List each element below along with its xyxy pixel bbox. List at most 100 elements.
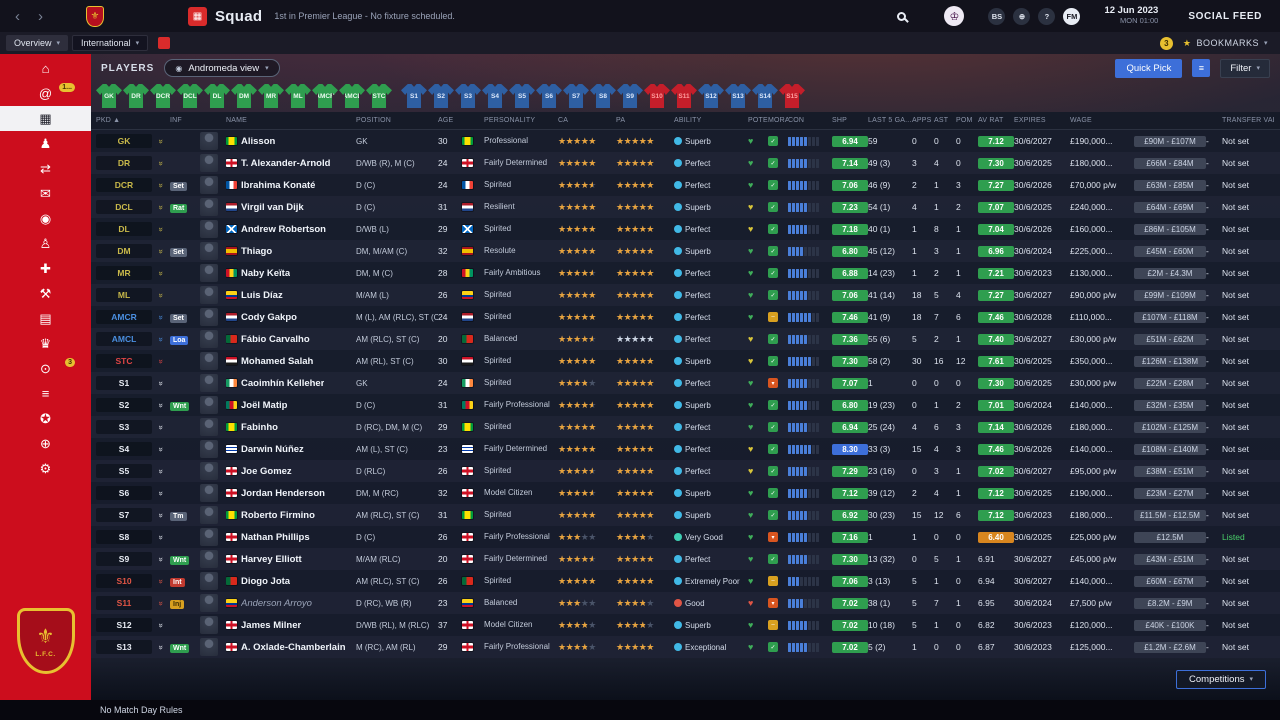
player-row[interactable]: DCR » Set Ibrahima Konaté D (C) 24 Spirited ★★★… [91,174,1280,196]
sidebar-item-home[interactable]: ⌂ [0,56,91,81]
chevron-down-icon[interactable]: » [156,270,166,276]
sidebar-item-world[interactable]: ⊕ [0,431,91,456]
picked-position-badge[interactable]: STC [96,354,152,368]
player-row[interactable]: MR » Naby Keïta DM, M (C) 28 Fairly Ambitious… [91,262,1280,284]
picked-position-badge[interactable]: S12 [96,618,152,632]
chevron-down-icon[interactable]: » [156,160,166,166]
sidebar-item-transfers[interactable]: ⇄ [0,156,91,181]
player-photo[interactable] [200,264,218,282]
jersey-s15[interactable]: S15 [779,84,805,108]
chevron-down-icon[interactable]: » [156,226,166,232]
info-tag[interactable]: Rat [170,203,188,213]
player-name-cell[interactable]: Jordan Henderson [226,488,356,499]
column-header[interactable]: PKD ▲ [96,117,121,124]
chevron-down-icon[interactable]: » [156,534,166,540]
player-row[interactable]: AMCR » Set Cody Gakpo M (L), AM (RLC), ST (C… [91,306,1280,328]
player-name-cell[interactable]: Nathan Phillips [226,532,356,543]
sidebar-item-medical-centre[interactable]: ✚ [0,256,91,281]
column-header[interactable]: WAGE [1070,117,1092,124]
sidebar-item-dev-centre[interactable]: ♙ [0,231,91,256]
player-photo[interactable] [200,286,218,304]
column-header[interactable]: ABILITY [674,117,702,124]
search-icon[interactable] [897,11,907,21]
player-row[interactable]: S9 » Wnt Harvey Elliott M/AM (RLC) 20 Fairly D… [91,548,1280,570]
player-row[interactable]: S2 » Wnt Joël Matip D (C) 31 Fairly Profession… [91,394,1280,416]
jersey-s14[interactable]: S14 [752,84,778,108]
chevron-down-icon[interactable]: » [156,622,166,628]
player-row[interactable]: DR » T. Alexander-Arnold D/WB (R), M (C) 24 F… [91,152,1280,174]
info-tag[interactable]: Inj [170,599,185,609]
player-name-cell[interactable]: T. Alexander-Arnold [226,158,356,169]
sidebar-item-data-hub[interactable]: ≡ [0,381,91,406]
premier-league-logo[interactable]: ♔ [944,6,965,26]
liverpool-crest-icon[interactable]: ⚜ [86,5,104,27]
player-photo[interactable] [200,242,218,260]
game-date[interactable]: 12 Jun 2023 MON 01:00 [1104,5,1158,26]
player-name-cell[interactable]: Caoimhín Kelleher [226,378,356,389]
player-photo[interactable] [200,220,218,238]
competitions-button[interactable]: Competitions ▾ [1176,669,1266,689]
jersey-s7[interactable]: S7 [563,84,589,108]
player-row[interactable]: S5 » Joe Gomez D (RLC) 26 Spirited ★★★★★ ★★★★★ ★… [91,460,1280,482]
column-header[interactable]: CON [788,117,805,124]
chevron-down-icon[interactable]: » [156,490,166,496]
jersey-dcl[interactable]: DCL [177,84,203,108]
player-name-cell[interactable]: Anderson Arroyo [226,598,356,609]
picked-position-badge[interactable]: MR [96,266,152,280]
picked-position-badge[interactable]: DL [96,222,152,236]
player-row[interactable]: S13 » Wnt A. Oxlade-Chamberlain M (RC), AM (… [91,636,1280,658]
chevron-down-icon[interactable]: » [156,402,166,408]
player-row[interactable]: S3 » Fabinho D (RC), DM, M (C) 29 Spirited ★★★… [91,416,1280,438]
player-name-cell[interactable]: Luis Díaz [226,290,356,301]
picked-position-badge[interactable]: S8 [96,530,152,544]
jersey-s12[interactable]: S12 [698,84,724,108]
player-name-cell[interactable]: Fábio Carvalho [226,334,356,345]
help-icon[interactable]: ? [1038,7,1056,25]
player-row[interactable]: S6 » Jordan Henderson DM, M (RC) 32 Model Cit… [91,482,1280,504]
international-dropdown[interactable]: International ▾ [72,35,149,51]
sidebar-item-scouting[interactable]: ✉ [0,181,91,206]
player-name-cell[interactable]: Fabinho [226,422,356,433]
sidebar-item-training[interactable]: ⚒ [0,281,91,306]
jersey-amcl[interactable]: AMCL [339,84,365,108]
bs-badge[interactable]: BS [988,7,1006,25]
bookmarks-button[interactable]: ★ BOOKMARKS ▾ [1183,38,1268,49]
chevron-down-icon[interactable]: » [156,424,166,430]
chevron-down-icon[interactable]: » [156,204,166,210]
player-name-cell[interactable]: Thiago [226,246,356,257]
jersey-dl[interactable]: DL [204,84,230,108]
quick-pick-menu-button[interactable]: ≡ [1192,59,1211,77]
picked-position-badge[interactable]: ML [96,288,152,302]
jersey-s11[interactable]: S11 [671,84,697,108]
player-row[interactable]: DCL » Rat Virgil van Dijk D (C) 31 Resilient ★★… [91,196,1280,218]
back-button[interactable]: ‹ [15,7,20,25]
player-row[interactable]: STC » Mohamed Salah AM (RL), ST (C) 30 Spirit… [91,350,1280,372]
info-tag[interactable]: Set [170,313,187,323]
player-photo[interactable] [200,638,218,656]
player-photo[interactable] [200,572,218,590]
column-header[interactable]: EXPIRES [1014,117,1046,124]
player-name-cell[interactable]: Diogo Jota [226,576,356,587]
column-header[interactable]: POSITION [356,117,392,124]
player-name-cell[interactable]: Alisson [226,136,356,147]
jersey-ml[interactable]: ML [285,84,311,108]
picked-position-badge[interactable]: S10 [96,574,152,588]
picked-position-badge[interactable]: S7 [96,508,152,522]
column-header[interactable]: POM [956,117,973,124]
picked-position-badge[interactable]: S2 [96,398,152,412]
player-row[interactable]: ML » Luis Díaz M/AM (L) 26 Spirited ★★★★★ ★★★★★… [91,284,1280,306]
picked-position-badge[interactable]: AMCR [96,310,152,324]
chevron-down-icon[interactable]: » [156,182,166,188]
player-row[interactable]: GK » Alisson GK 30 Professional ★★★★★ ★★★★★ ★★★★… [91,130,1280,152]
sidebar-item-competitions[interactable]: ♛ [0,331,91,356]
sidebar-item-inbox[interactable]: @1... [0,81,91,106]
column-header[interactable]: AV RAT [978,117,1004,124]
picked-position-badge[interactable]: GK [96,134,152,148]
view-selector[interactable]: ◉ Andromeda view ▾ [164,59,280,77]
player-photo[interactable] [200,484,218,502]
chevron-down-icon[interactable]: » [156,292,166,298]
player-name-cell[interactable]: Joe Gomez [226,466,356,477]
player-row[interactable]: S12 » James Milner D/WB (RL), M (RLC) 37 Mode… [91,614,1280,636]
player-photo[interactable] [200,462,218,480]
column-header[interactable]: APPS [912,117,932,124]
